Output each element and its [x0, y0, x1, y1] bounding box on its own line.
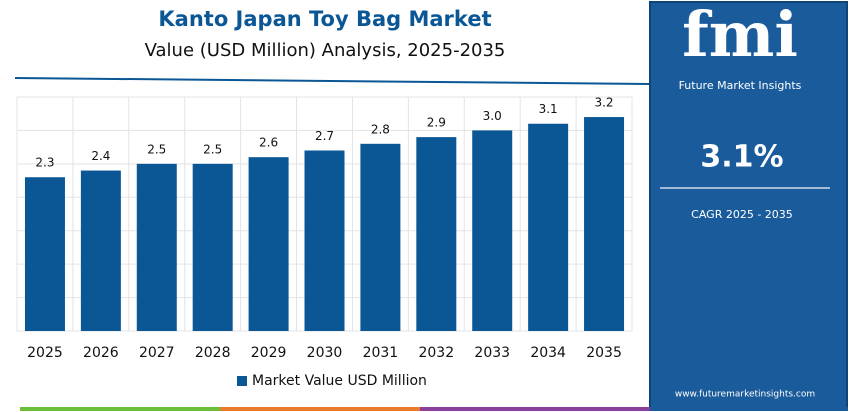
bar [584, 117, 625, 331]
value-label: 2.6 [259, 136, 278, 150]
stripe [20, 407, 220, 411]
bar [304, 150, 345, 331]
chart-title: Kanto Japan Toy Bag Market [158, 7, 491, 31]
side-panel [649, 1, 848, 409]
chart-subtitle: Value (USD Million) Analysis, 2025-2035 [145, 40, 506, 61]
bar [472, 130, 513, 331]
bar [248, 157, 289, 331]
value-label: 3.1 [539, 102, 558, 116]
bar [192, 163, 233, 331]
brand: Future Market Insights [679, 79, 802, 92]
x-tick-label: 2025 [27, 345, 63, 361]
value-label: 2.8 [371, 122, 390, 136]
x-tick-label: 2031 [363, 345, 399, 361]
bar [80, 170, 121, 331]
stripe [220, 407, 420, 411]
bar [136, 163, 177, 331]
bar [360, 143, 401, 331]
cagr-value: 3.1% [700, 140, 783, 175]
x-tick-label: 2035 [586, 345, 622, 361]
logo: fmi [682, 0, 798, 71]
value-label: 2.5 [147, 142, 166, 156]
x-tick-label: 2026 [83, 345, 119, 361]
value-label: 2.5 [203, 142, 222, 156]
value-label: 2.4 [91, 149, 110, 163]
plot: 2025 2026 2027 2028 2029 2030 2031 2032 2033 2034… [16, 96, 633, 389]
bar [24, 177, 65, 331]
x-tick-label: 2030 [307, 345, 343, 361]
stripe [650, 407, 848, 411]
value-label: 2.9 [427, 116, 446, 130]
title-rule [14, 77, 651, 85]
x-tick-label: 2032 [418, 345, 454, 361]
legend-swatch [237, 376, 247, 386]
x-tick-label: 2033 [474, 345, 510, 361]
x-tick-label: 2027 [139, 345, 175, 361]
cagr-label: CAGR 2025 - 2035 [691, 208, 793, 221]
x-tick-label: 2034 [530, 345, 566, 361]
url: www.futuremarketinsights.com [675, 390, 815, 400]
bar [528, 123, 569, 331]
value-label: 3.2 [594, 96, 613, 110]
legend-label: Market Value USD Million [252, 373, 427, 389]
x-tick-label: 2028 [195, 345, 231, 361]
value-label: 2.3 [35, 156, 54, 170]
bar [416, 137, 457, 331]
value-label: 2.7 [315, 129, 334, 143]
stripe [420, 407, 650, 411]
x-tick-label: 2029 [251, 345, 287, 361]
value-label: 3.0 [483, 109, 502, 123]
